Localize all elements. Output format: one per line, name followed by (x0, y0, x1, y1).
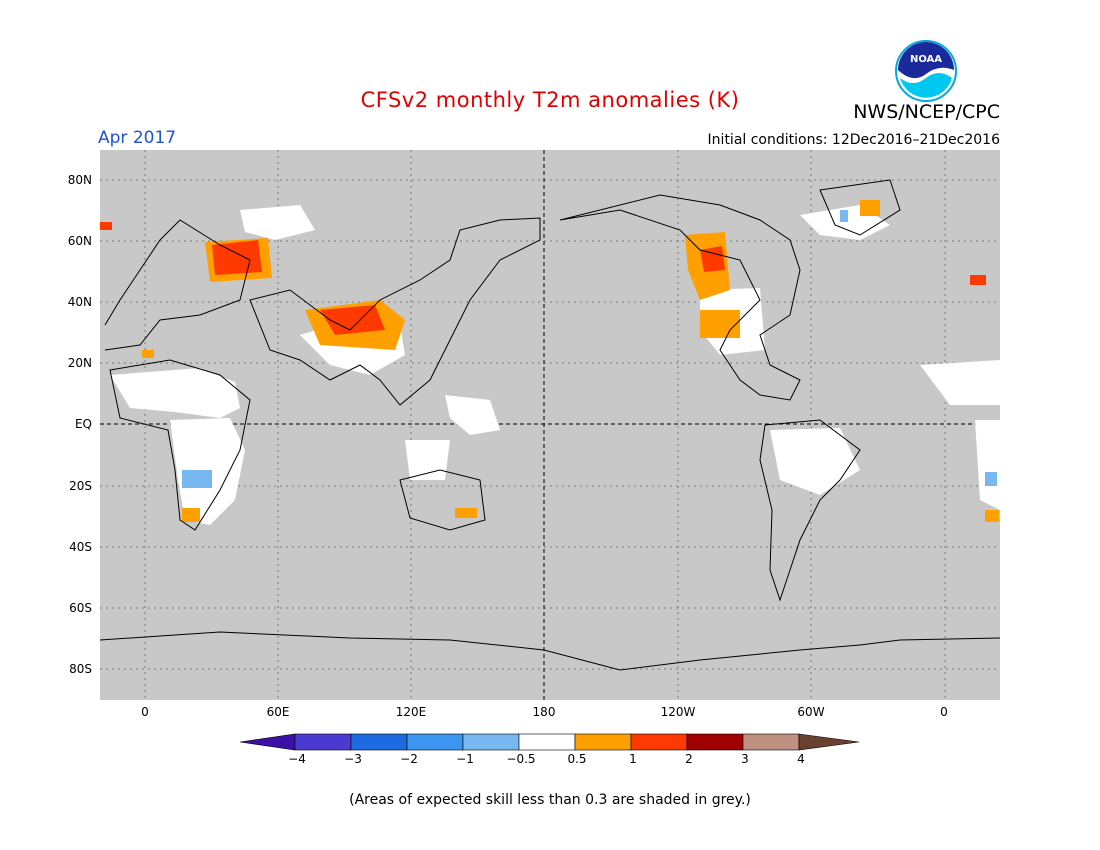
coastlines (100, 179, 1000, 671)
legend-label-neg2: −2 (400, 752, 418, 766)
agency-label: NWS/NCEP/CPC (853, 101, 1000, 123)
legend-label-neg05: −0.5 (506, 752, 536, 766)
legend-swatch-2 (350, 733, 408, 751)
legend-label-neg1: −1 (456, 752, 474, 766)
noaa-logo: NOAA (895, 40, 957, 102)
lat-tick-60s: 60S (69, 601, 92, 615)
lat-tick-80s: 80S (69, 662, 92, 676)
legend-label-4: 4 (797, 752, 805, 766)
anomaly-map (100, 150, 1000, 700)
lon-tick-60w: 60W (797, 705, 825, 719)
map-title: CFSv2 monthly T2m anomalies (K) (360, 88, 740, 112)
legend-swatch-9 (742, 733, 800, 751)
lat-tick-60n: 60N (67, 234, 92, 248)
legend-label-neg4: −4 (288, 752, 306, 766)
legend-swatch-6 (574, 733, 632, 751)
legend-swatch-5 (518, 733, 576, 751)
lat-tick-40n: 40N (67, 295, 92, 309)
forecast-period: Apr 2017 (98, 128, 177, 148)
lon-tick-120e: 120E (395, 705, 427, 719)
legend-swatch-10 (798, 733, 860, 751)
lon-tick-120w: 120W (660, 705, 696, 719)
legend-label-neg3: −3 (344, 752, 362, 766)
cool-anomaly-regions (182, 210, 997, 488)
legend-swatch-8 (686, 733, 744, 751)
lon-tick-0-right: 0 (940, 705, 948, 719)
lat-tick-20n: 20N (67, 356, 92, 370)
legend-label-3: 3 (741, 752, 749, 766)
lon-tick-60e: 60E (266, 705, 290, 719)
lat-tick-eq: EQ (74, 417, 92, 431)
lat-tick-20s: 20S (69, 479, 92, 493)
legend-swatch-3 (406, 733, 464, 751)
legend-label-05: 0.5 (567, 752, 587, 766)
legend-label-2: 2 (685, 752, 693, 766)
lat-tick-80n: 80N (67, 173, 92, 187)
lon-tick-0: 0 (141, 705, 149, 719)
legend-swatch-1 (294, 733, 352, 751)
legend-label-1: 1 (629, 752, 637, 766)
legend-swatch-4 (462, 733, 520, 751)
color-legend-bar (240, 733, 860, 751)
strong-warm-anomaly-regions (100, 222, 986, 335)
legend-swatch-0 (240, 733, 296, 751)
legend-swatch-7 (630, 733, 688, 751)
lat-tick-40s: 40S (69, 540, 92, 554)
map-reference-lines (100, 150, 1000, 700)
skill-footnote: (Areas of expected skill less than 0.3 a… (349, 792, 751, 808)
lon-tick-180: 180 (532, 705, 556, 719)
noaa-logo-text: NOAA (910, 54, 942, 65)
initial-conditions-label: Initial conditions: 12Dec2016–21Dec2016 (707, 132, 1000, 148)
